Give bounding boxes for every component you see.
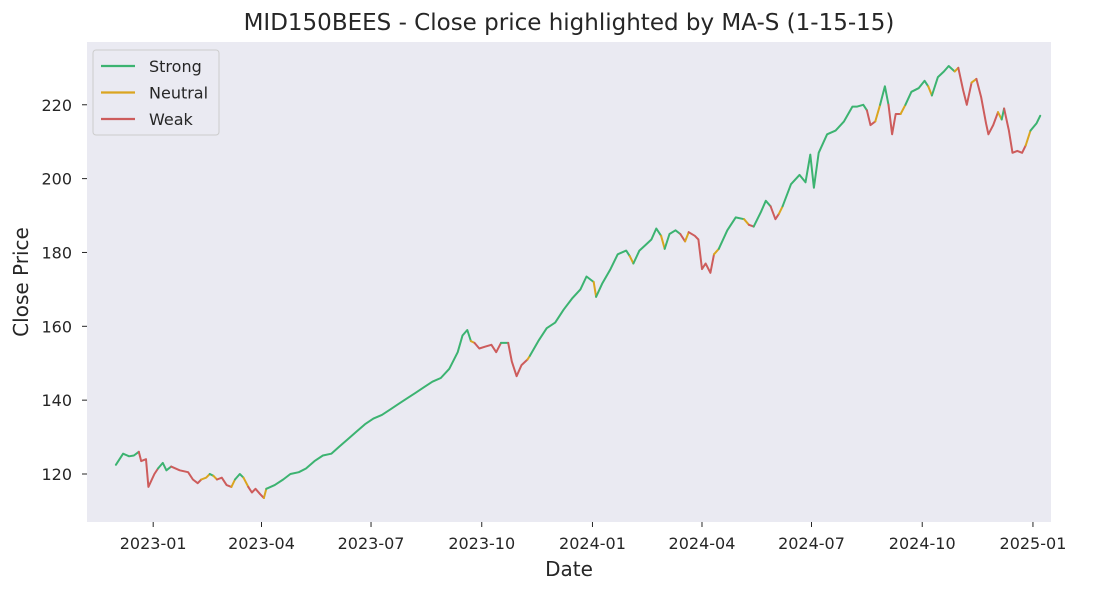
series-layer bbox=[114, 65, 1042, 499]
legend-label-weak: Weak bbox=[149, 110, 194, 129]
segment-strong-9 bbox=[234, 473, 245, 481]
segment-strong-53 bbox=[1029, 114, 1042, 132]
y-tick-label: 220 bbox=[41, 96, 72, 115]
segment-weak-11 bbox=[247, 485, 265, 499]
x-tick-label: 2024-04 bbox=[669, 534, 736, 553]
segment-weak-7 bbox=[216, 476, 233, 488]
x-tick-label: 2024-01 bbox=[559, 534, 626, 553]
legend-label-neutral: Neutral bbox=[149, 84, 208, 103]
segment-neutral-12 bbox=[262, 487, 268, 499]
x-tick-label: 2023-10 bbox=[448, 534, 515, 553]
plot-area bbox=[87, 42, 1051, 522]
segment-strong-13 bbox=[265, 329, 472, 490]
segment-strong-19 bbox=[528, 275, 595, 357]
segment-weak-3 bbox=[170, 465, 203, 485]
x-axis-title: Date bbox=[545, 557, 593, 581]
segment-neutral-8 bbox=[230, 478, 236, 488]
segment-weak-48 bbox=[975, 77, 999, 136]
segment-neutral-35 bbox=[778, 205, 784, 215]
segment-neutral-41 bbox=[899, 103, 907, 115]
y-axis-title: Close Price bbox=[9, 227, 33, 337]
legend-label-strong: Strong bbox=[149, 57, 202, 76]
segment-neutral-27 bbox=[684, 231, 690, 243]
segment-neutral-31 bbox=[743, 218, 750, 226]
segment-weak-26 bbox=[679, 233, 687, 243]
segment-weak-17 bbox=[507, 341, 529, 378]
segment-neutral-24 bbox=[660, 234, 666, 250]
y-axis: 120 140 160 180 200 220 bbox=[41, 96, 87, 484]
segment-strong-0 bbox=[114, 450, 140, 466]
segment-strong-42 bbox=[904, 79, 930, 106]
segment-weak-15 bbox=[473, 341, 502, 354]
chart-title: MID150BEES - Close price highlighted by … bbox=[244, 10, 895, 36]
segment-weak-28 bbox=[687, 231, 715, 274]
segment-weak-1 bbox=[137, 450, 159, 488]
segment-neutral-20 bbox=[592, 281, 598, 298]
y-tick-label: 140 bbox=[41, 391, 72, 410]
segment-neutral-29 bbox=[713, 247, 720, 256]
x-tick-label: 2024-10 bbox=[889, 534, 956, 553]
segment-strong-44 bbox=[930, 65, 956, 97]
segment-neutral-52 bbox=[1024, 129, 1032, 147]
x-tick-label: 2023-01 bbox=[120, 534, 187, 553]
segment-neutral-22 bbox=[628, 255, 635, 265]
segment-strong-39 bbox=[879, 85, 890, 106]
segment-weak-51 bbox=[1003, 107, 1027, 154]
x-tick-label: 2025-01 bbox=[1000, 534, 1067, 553]
x-tick-label: 2023-07 bbox=[338, 534, 405, 553]
segment-strong-23 bbox=[632, 227, 663, 265]
y-tick-label: 160 bbox=[41, 317, 72, 336]
segment-strong-36 bbox=[781, 103, 868, 208]
segment-neutral-43 bbox=[927, 85, 933, 97]
segment-strong-33 bbox=[752, 199, 772, 228]
x-tick-label: 2023-04 bbox=[228, 534, 295, 553]
y-tick-label: 180 bbox=[41, 243, 72, 262]
segment-weak-37 bbox=[865, 109, 877, 127]
segment-neutral-10 bbox=[242, 476, 250, 488]
segment-strong-21 bbox=[595, 249, 631, 298]
segment-weak-46 bbox=[957, 66, 973, 106]
y-tick-label: 200 bbox=[41, 170, 72, 189]
segment-weak-40 bbox=[887, 103, 902, 136]
segment-strong-2 bbox=[157, 461, 173, 472]
legend-frame bbox=[92, 49, 220, 136]
segment-weak-34 bbox=[769, 205, 780, 221]
segment-strong-30 bbox=[717, 216, 746, 250]
legend: Strong Neutral Weak bbox=[92, 49, 220, 136]
segment-strong-25 bbox=[663, 229, 682, 250]
x-axis: 2023-01 2023-04 2023-07 2023-10 2024-01 2024-… bbox=[120, 522, 1067, 553]
segment-neutral-4 bbox=[200, 473, 211, 481]
segment-neutral-38 bbox=[874, 103, 882, 123]
x-tick-label: 2024-07 bbox=[778, 534, 845, 553]
y-tick-label: 120 bbox=[41, 465, 72, 484]
